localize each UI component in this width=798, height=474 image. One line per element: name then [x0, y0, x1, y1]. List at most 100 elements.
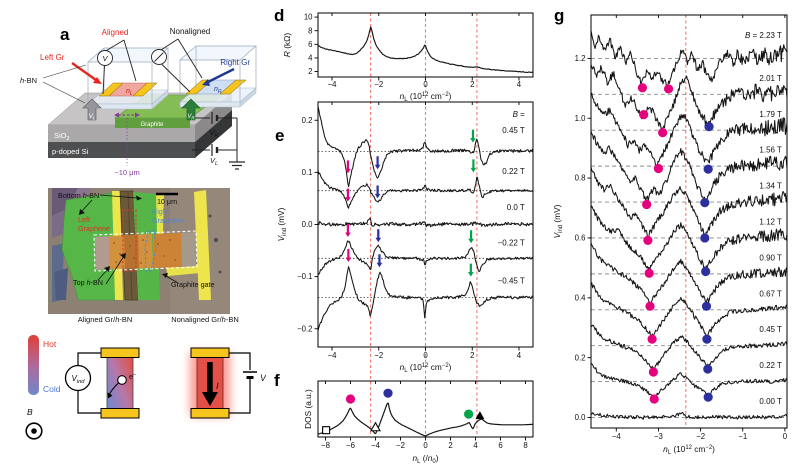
contact-pad	[219, 79, 247, 95]
panel-c-schematic: Aligned Gr/h-BN Nonaligned Gr/h-BN Hot C…	[25, 315, 266, 440]
hot-label: Hot	[43, 339, 57, 349]
hbn-label: h-BN	[20, 76, 37, 85]
svg-text:1.12 T: 1.12 T	[759, 217, 782, 226]
triangle-open-marker	[370, 421, 381, 432]
hot-cold-colorbar	[28, 335, 39, 395]
svg-text:2.01 T: 2.01 T	[759, 74, 782, 83]
svg-text:0.22 T: 0.22 T	[759, 361, 782, 370]
circle-marker	[345, 394, 356, 404]
contact-bar	[100, 347, 140, 358]
svg-text:nL (1012 cm−2): nL (1012 cm−2)	[400, 91, 452, 103]
svg-text:DOS (a.u.): DOS (a.u.)	[303, 389, 313, 429]
svg-text:0.2: 0.2	[575, 353, 586, 362]
dot-marker	[701, 266, 711, 277]
svg-text:2: 2	[448, 441, 452, 450]
arrow-marker	[345, 232, 351, 238]
dot-marker	[653, 163, 664, 174]
series-g-10	[590, 30, 788, 90]
svg-text:0.45 T: 0.45 T	[502, 126, 525, 135]
dot-marker	[648, 367, 658, 377]
electron-label: e−	[129, 373, 136, 382]
nr-label: nR	[214, 86, 222, 95]
svg-text:8: 8	[308, 26, 312, 35]
voltmeter-left	[97, 39, 137, 95]
svg-text:0.45 T: 0.45 T	[759, 325, 782, 334]
svg-text:−0.2: −0.2	[297, 324, 312, 333]
svg-text:0.22 T: 0.22 T	[502, 167, 525, 176]
arrow-marker	[374, 164, 381, 170]
voltmeter-v-label: V	[102, 54, 108, 63]
vl-arrow	[82, 98, 102, 121]
contact-bar	[190, 408, 230, 419]
svg-text:−0.1: −0.1	[297, 272, 312, 281]
svg-text:0.8: 0.8	[575, 174, 586, 183]
svg-text:−3: −3	[654, 432, 663, 441]
svg-text:Graphene: Graphene	[78, 224, 110, 233]
svg-text:1.34 T: 1.34 T	[759, 182, 782, 191]
dot-marker	[703, 364, 713, 374]
svg-text:Vind (mV): Vind (mV)	[552, 204, 564, 238]
svg-text:8: 8	[523, 441, 527, 450]
voltmeter-right	[151, 38, 203, 93]
chart-g: −4 −3 −2 −1 0 0.0 0.2 0.4 0.6 0.8 1.0 1.2 Vind (mV) n…	[552, 14, 788, 456]
svg-text:Vind (mV): Vind (mV)	[276, 207, 288, 241]
svg-text:0.0: 0.0	[575, 413, 587, 422]
series-e-2	[317, 217, 534, 228]
vr-arrow	[181, 98, 201, 121]
panel-label-g: g	[554, 6, 565, 25]
svg-text:−2: −2	[374, 80, 383, 89]
series-g-4	[590, 242, 788, 304]
svg-text:0: 0	[423, 441, 428, 450]
series-g-9	[590, 64, 788, 130]
electron-icon	[117, 375, 127, 385]
aligned-label: Aligned	[102, 28, 129, 37]
svg-text:−0.22 T: −0.22 T	[498, 238, 525, 247]
dot-marker	[658, 128, 668, 138]
aligned-device-title: Aligned Gr/h-BN	[78, 315, 133, 324]
flake-background	[52, 188, 92, 302]
nonaligned-label: Nonaligned	[170, 27, 210, 36]
bottom-hbn-label: Bottom h-BN	[58, 191, 99, 200]
panel-label-f: f	[274, 371, 280, 390]
svg-text:−1: −1	[738, 432, 747, 441]
nonaligned-device-title: Nonaligned Gr/h-BN	[171, 315, 239, 324]
dot-marker	[644, 268, 654, 278]
svg-text:1.79 T: 1.79 T	[759, 110, 782, 119]
panel-label-a: a	[60, 25, 70, 44]
dot-marker	[643, 235, 653, 245]
arrow-marker	[376, 262, 383, 268]
dot-marker	[649, 394, 659, 404]
series-e-0	[317, 106, 534, 188]
nonaligned-device: I V	[190, 347, 266, 419]
circle-marker	[383, 388, 393, 398]
chart-e: −4 −2 0 2 4 0.2 0.1 0.0 −0.1 −0.2 Vind (mV) nL (101…	[276, 101, 534, 374]
contact-pad	[132, 82, 158, 97]
svg-text:1.56 T: 1.56 T	[759, 146, 782, 155]
gap-size-label: ~10 μm	[114, 168, 139, 177]
triangle-marker	[475, 411, 485, 420]
series-g-6	[590, 167, 788, 239]
svg-text:Graphene: Graphene	[152, 216, 184, 225]
dot-marker	[637, 83, 648, 93]
graphite-label: Graphite	[140, 122, 164, 128]
panel-label-e: e	[275, 126, 285, 145]
dot-marker	[700, 233, 710, 243]
svg-text:4: 4	[517, 80, 522, 89]
top-hbn-box	[179, 45, 257, 102]
svg-text:0.2: 0.2	[302, 116, 313, 125]
charts-def: −4 −2 0 2 4 2 4 6 8 10 R (kΩ) nL (1012 cm−2) −4 −2 0 2 4…	[276, 12, 534, 465]
svg-text:0.67 T: 0.67 T	[759, 289, 782, 298]
dot-marker	[701, 301, 712, 311]
svg-text:0: 0	[423, 351, 428, 360]
right-gr-label: Right Gr	[220, 58, 250, 67]
dot-marker	[700, 198, 710, 208]
chart-d: −4 −2 0 2 4 2 4 6 8 10 R (kΩ) nL (1012 cm−2)	[282, 12, 534, 103]
svg-text:−4: −4	[371, 441, 381, 450]
left-gr-label: Left Gr	[40, 53, 65, 62]
svg-text:0.0 T: 0.0 T	[507, 203, 525, 212]
vl-battery-label: VL	[210, 156, 218, 167]
arrow-marker	[375, 237, 382, 243]
p-doped-si-label: p-doped Si	[52, 147, 89, 156]
series-e-1	[317, 170, 534, 209]
